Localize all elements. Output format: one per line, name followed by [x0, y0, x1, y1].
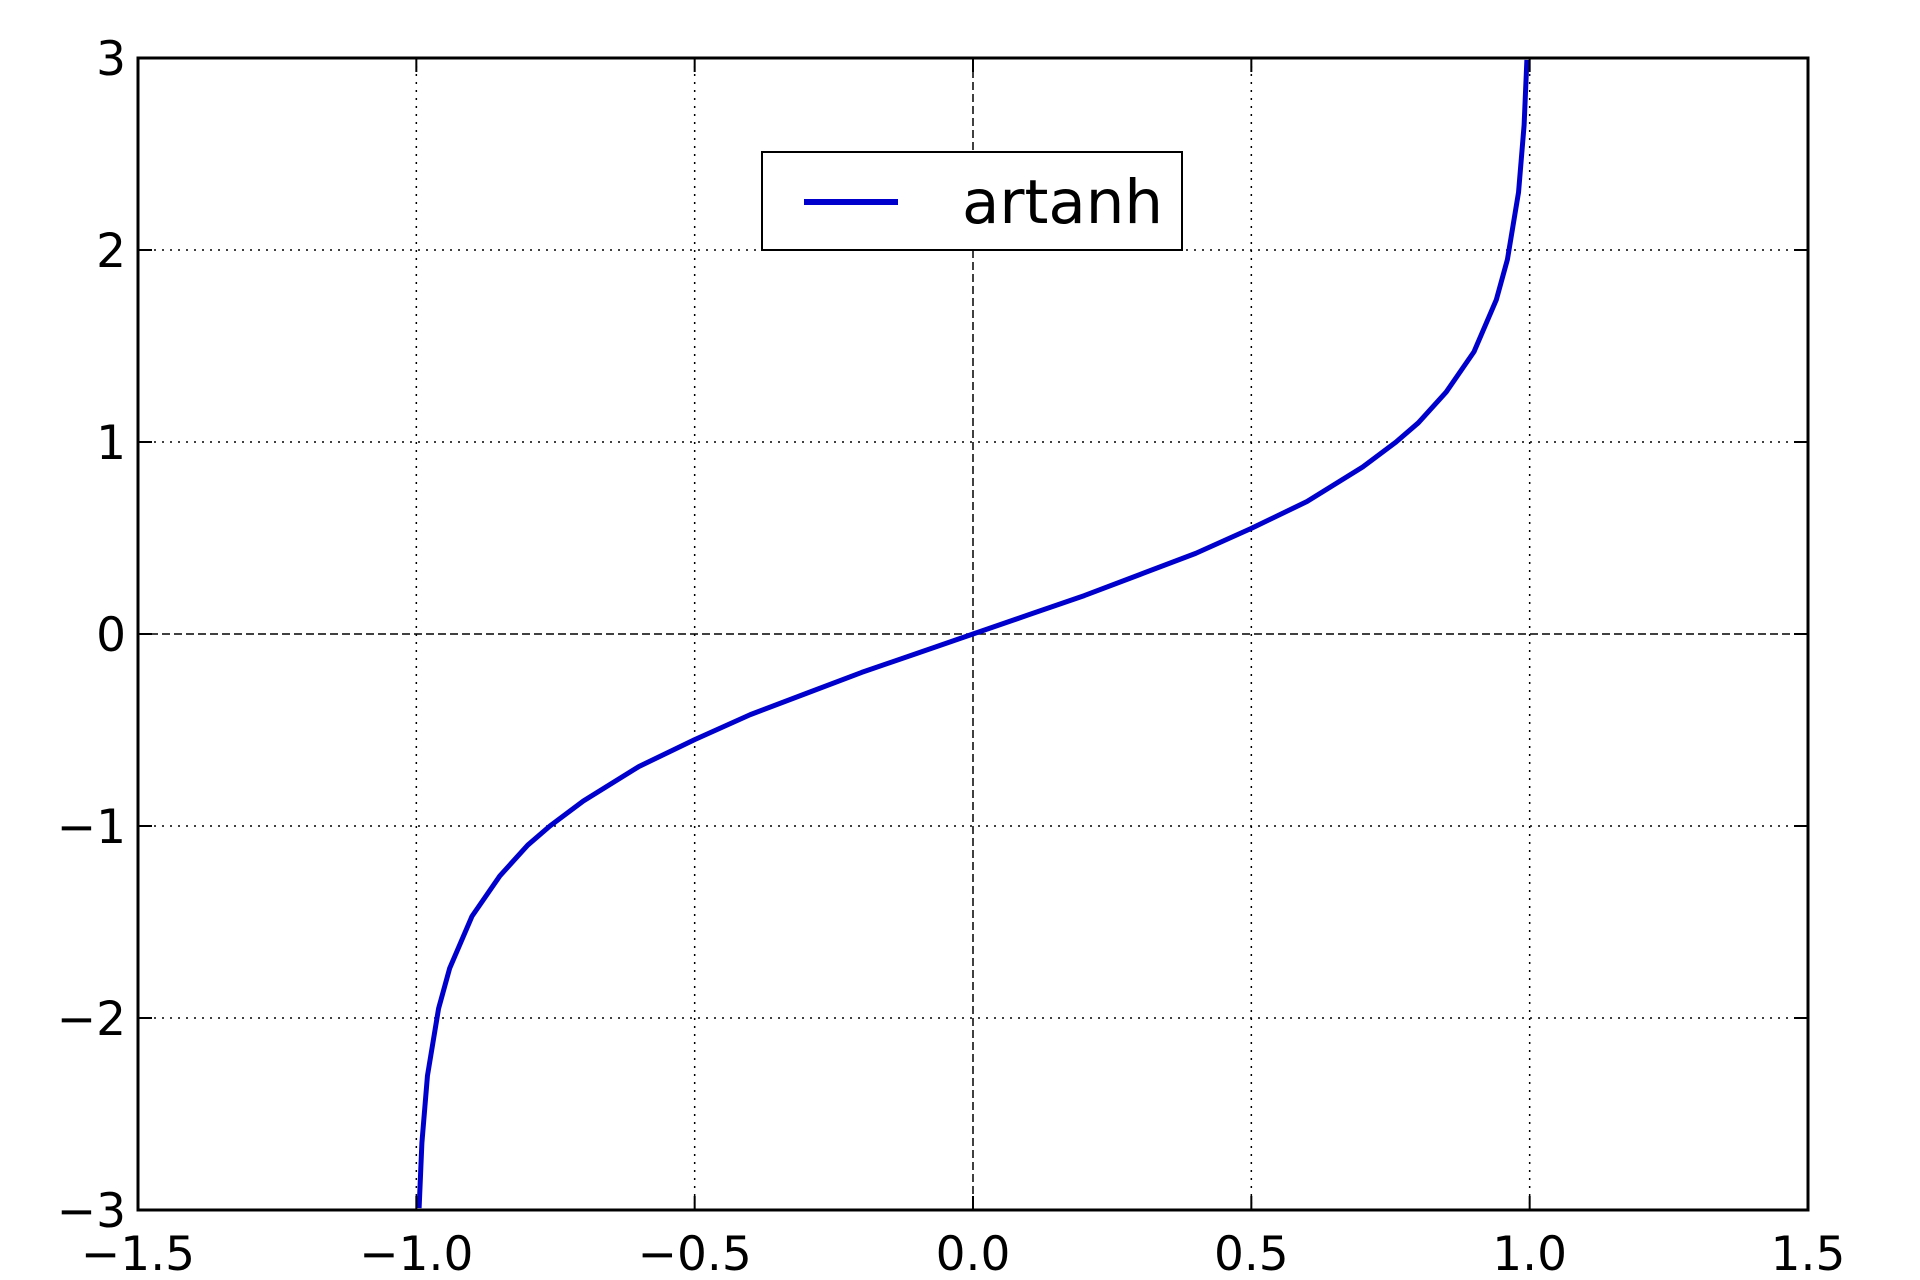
x-tick-label: −1.0 [359, 1227, 473, 1280]
legend-box [761, 151, 1183, 251]
y-tick-label: −2 [57, 992, 126, 1047]
y-tick-labels: −3 −2 −1 0 1 2 3 [57, 32, 126, 1239]
series-line-artanh [416, 59, 1530, 1209]
y-tick-label: −1 [57, 800, 126, 855]
x-tick-label: −0.5 [638, 1227, 752, 1280]
y-tick-label: 1 [96, 416, 126, 471]
series-layer [416, 59, 1530, 1209]
ticks [137, 57, 1809, 1211]
legend: artanh [761, 151, 1183, 251]
y-tick-label: −3 [57, 1184, 126, 1239]
x-tick-label: 0.5 [1214, 1227, 1289, 1280]
legend-label-artanh: artanh [962, 167, 1163, 238]
x-tick-label: 0.0 [936, 1227, 1011, 1280]
y-tick-label: 3 [96, 32, 126, 87]
y-tick-label: 2 [96, 224, 126, 279]
y-tick-label: 0 [96, 608, 126, 663]
x-tick-label: 1.5 [1771, 1227, 1846, 1280]
x-tick-labels: −1.5 −1.0 −0.5 0.0 0.5 1.0 1.5 [81, 1227, 1845, 1280]
x-tick-label: 1.0 [1492, 1227, 1567, 1280]
x-tick-label: −1.5 [81, 1227, 195, 1280]
